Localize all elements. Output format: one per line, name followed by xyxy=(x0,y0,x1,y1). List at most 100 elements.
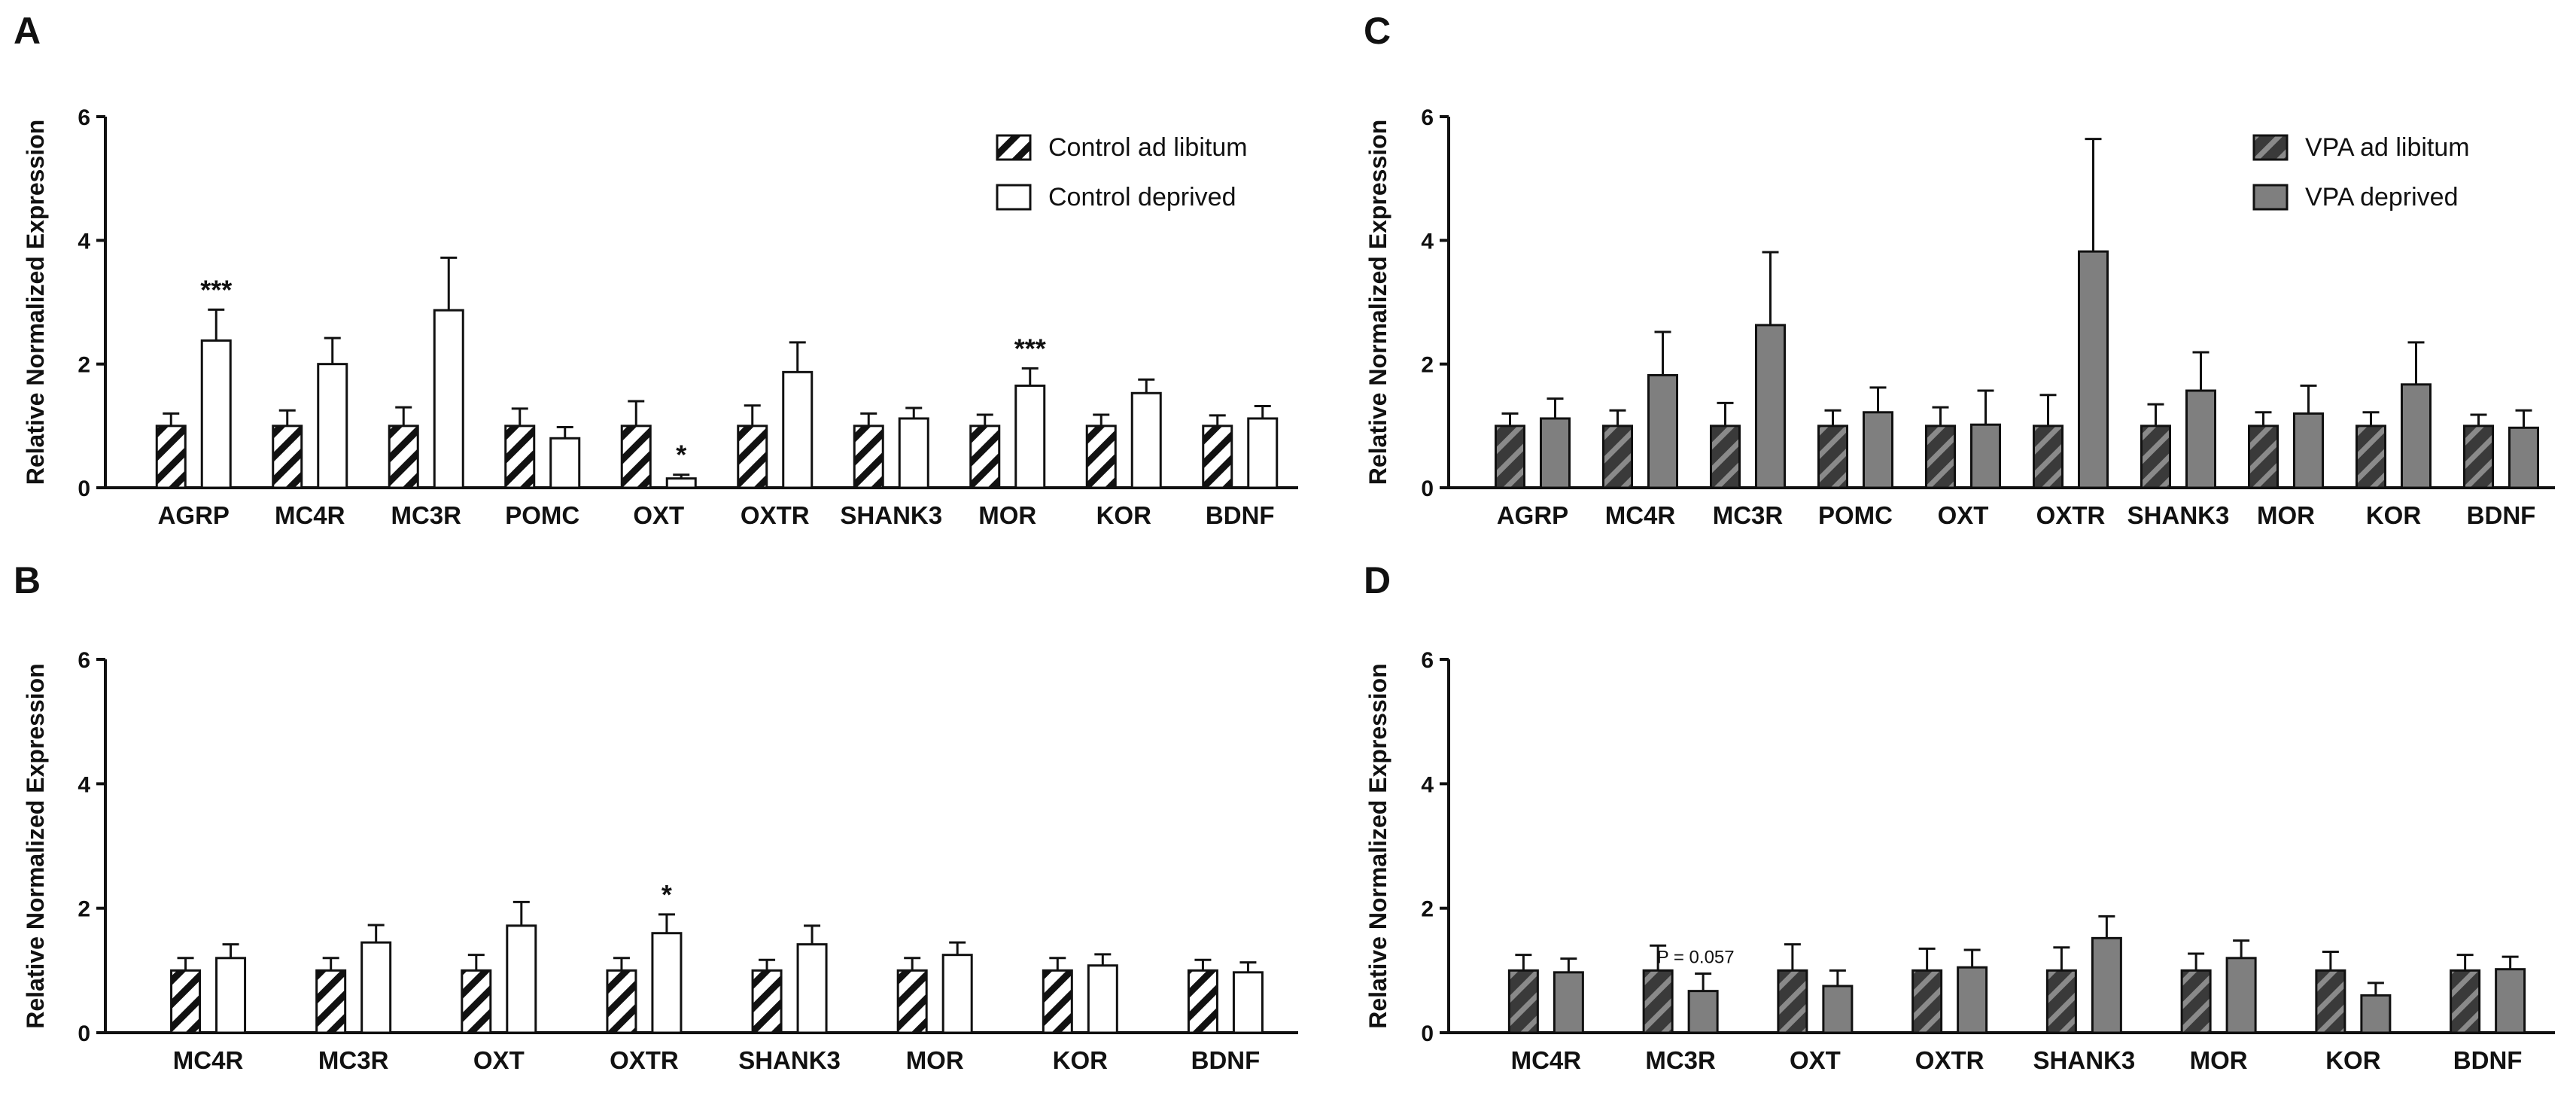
x-tick-label: MC4R xyxy=(173,1046,244,1074)
x-tick-label: AGRP xyxy=(1497,501,1568,529)
y-axis-label: Relative Normalized Expression xyxy=(1364,120,1391,485)
bar xyxy=(1957,966,1988,1034)
legend-swatch xyxy=(996,184,1032,211)
bar xyxy=(751,969,783,1034)
panel-letter-c: C xyxy=(1364,10,1391,52)
bar xyxy=(1777,969,1808,1034)
bar xyxy=(317,363,348,489)
bar xyxy=(2356,425,2386,489)
bar xyxy=(796,943,828,1034)
y-tick-label: 2 xyxy=(78,897,90,922)
bar xyxy=(2078,250,2109,489)
bar xyxy=(1085,425,1117,489)
bar xyxy=(1042,969,1073,1034)
bar xyxy=(853,425,884,489)
bar xyxy=(651,932,683,1034)
legend-label: VPA ad libitum xyxy=(2305,133,2470,162)
x-tick-label: MC3R xyxy=(1645,1046,1716,1074)
legend-label: Control ad libitum xyxy=(1048,133,1248,162)
y-tick-label: 0 xyxy=(1421,476,1434,501)
chart-panel-c: 0 2 4 6 Relative Normalized Expression AGRP MC… xyxy=(1364,105,2555,529)
x-tick-label: OXTR xyxy=(741,501,810,529)
y-tick-label: 6 xyxy=(78,105,90,130)
bar xyxy=(1755,324,1786,489)
x-tick-label: BDNF xyxy=(1191,1046,1261,1074)
y-tick-label: 6 xyxy=(1421,105,1434,130)
x-tick-label: KOR xyxy=(1096,501,1152,529)
bar xyxy=(2508,426,2539,489)
bar xyxy=(1817,425,1848,489)
bar xyxy=(896,969,928,1034)
bar xyxy=(941,954,973,1034)
bar xyxy=(1087,964,1118,1034)
legend-swatch xyxy=(2252,134,2289,161)
x-tick-label: OXT xyxy=(473,1046,525,1074)
bar xyxy=(1130,391,1162,489)
y-tick-label: 6 xyxy=(78,648,90,673)
bar xyxy=(272,425,303,489)
bar xyxy=(1553,971,1584,1034)
bar xyxy=(360,941,392,1034)
bar xyxy=(2045,969,2077,1034)
bar xyxy=(1687,990,1719,1034)
bar xyxy=(898,417,929,489)
x-tick-label: MC4R xyxy=(1605,501,1676,529)
x-tick-label: SHANK3 xyxy=(840,501,942,529)
y-axis-label: Relative Normalized Expression xyxy=(22,663,49,1029)
y-axis-label: Relative Normalized Expression xyxy=(1364,663,1391,1029)
bar xyxy=(1247,417,1279,489)
x-tick-label: OXT xyxy=(1938,501,1989,529)
bar xyxy=(2140,425,2171,489)
bar xyxy=(737,425,768,489)
significance-marker: *** xyxy=(200,274,232,305)
x-tick-label: MOR xyxy=(2190,1046,2248,1074)
x-tick-label: BDNF xyxy=(2453,1046,2523,1074)
y-axis-label: Relative Normalized Expression xyxy=(22,120,49,485)
bar xyxy=(1014,384,1046,489)
panel-letter-d: D xyxy=(1364,559,1391,601)
x-tick-label: POMC xyxy=(1818,501,1893,529)
x-tick-label: SHANK3 xyxy=(2127,501,2230,529)
bar xyxy=(2463,425,2494,489)
panel-letter-b: B xyxy=(14,559,41,601)
y-tick-label: 4 xyxy=(1421,229,1434,254)
bar xyxy=(2450,969,2481,1034)
legend-label: VPA deprived xyxy=(2305,183,2459,212)
legend-label: Control deprived xyxy=(1048,183,1236,212)
significance-marker: * xyxy=(676,440,686,470)
y-tick-label: 2 xyxy=(78,353,90,378)
x-tick-label: OXTR xyxy=(610,1046,679,1074)
bar xyxy=(1642,969,1674,1034)
bar xyxy=(155,425,187,489)
y-tick-label: 2 xyxy=(1421,353,1434,378)
x-tick-label: BDNF xyxy=(2467,501,2536,529)
bar xyxy=(2225,957,2257,1034)
chart-panel-b: 0 2 4 6 Relative Normalized Expression MC4R MC… xyxy=(22,648,1298,1074)
x-tick-label: MC3R xyxy=(318,1046,389,1074)
bar xyxy=(1187,969,1218,1034)
bar xyxy=(1863,411,1893,489)
y-tick-label: 0 xyxy=(1421,1021,1434,1046)
x-tick-label: MC4R xyxy=(275,501,345,529)
y-tick-label: 4 xyxy=(78,229,90,254)
bar xyxy=(170,969,202,1034)
x-tick-label: KOR xyxy=(2325,1046,2381,1074)
bar xyxy=(2495,968,2526,1034)
x-tick-label: BDNF xyxy=(1206,501,1275,529)
bar xyxy=(200,339,232,489)
x-tick-label: SHANK3 xyxy=(2033,1046,2136,1074)
bar xyxy=(1602,425,1633,489)
x-tick-label: MC3R xyxy=(1713,501,1784,529)
x-tick-label: MOR xyxy=(978,501,1036,529)
y-tick-label: 2 xyxy=(1421,897,1434,922)
bar xyxy=(2180,969,2212,1034)
bar xyxy=(782,370,814,489)
bar xyxy=(506,924,537,1034)
legend-swatch xyxy=(2252,184,2289,211)
legend-swatch xyxy=(996,134,1032,161)
x-tick-label: MOR xyxy=(906,1046,964,1074)
x-tick-label: OXT xyxy=(1790,1046,1841,1074)
bar xyxy=(2033,425,2064,489)
